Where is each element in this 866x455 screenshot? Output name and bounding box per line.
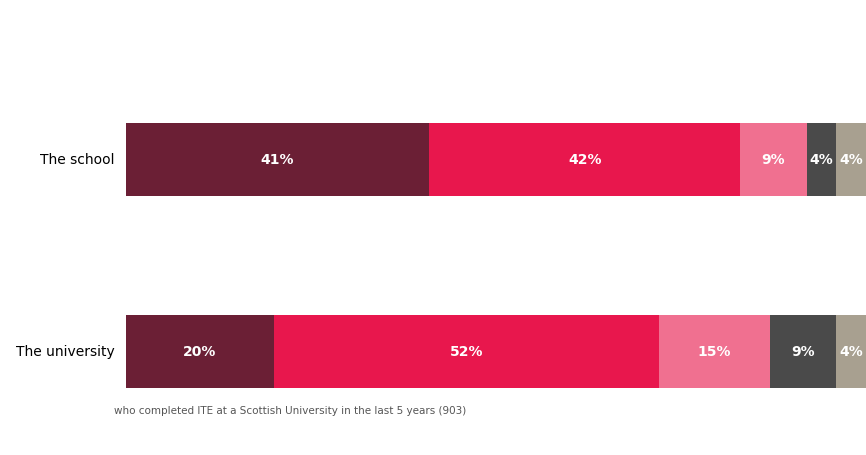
Text: who completed ITE at a Scottish University in the last 5 years (903): who completed ITE at a Scottish Universi…: [114, 405, 467, 415]
Text: 42%: 42%: [568, 153, 601, 167]
Text: 4%: 4%: [810, 153, 833, 167]
Bar: [837, 315, 866, 388]
Text: 15%: 15%: [697, 344, 731, 359]
Text: The university: The university: [16, 344, 114, 359]
Bar: [740, 124, 807, 197]
Text: 20%: 20%: [183, 344, 216, 359]
Text: The school: The school: [40, 153, 114, 167]
Text: 52%: 52%: [449, 344, 483, 359]
Text: 9%: 9%: [761, 153, 785, 167]
Bar: [659, 315, 770, 388]
Bar: [770, 315, 837, 388]
Text: 4%: 4%: [839, 153, 863, 167]
Bar: [126, 315, 274, 388]
Text: 9%: 9%: [792, 344, 815, 359]
Bar: [126, 124, 430, 197]
Text: 4%: 4%: [839, 344, 863, 359]
Bar: [807, 124, 837, 197]
Text: 41%: 41%: [261, 153, 294, 167]
Bar: [837, 124, 866, 197]
Bar: [430, 124, 740, 197]
Bar: [274, 315, 659, 388]
